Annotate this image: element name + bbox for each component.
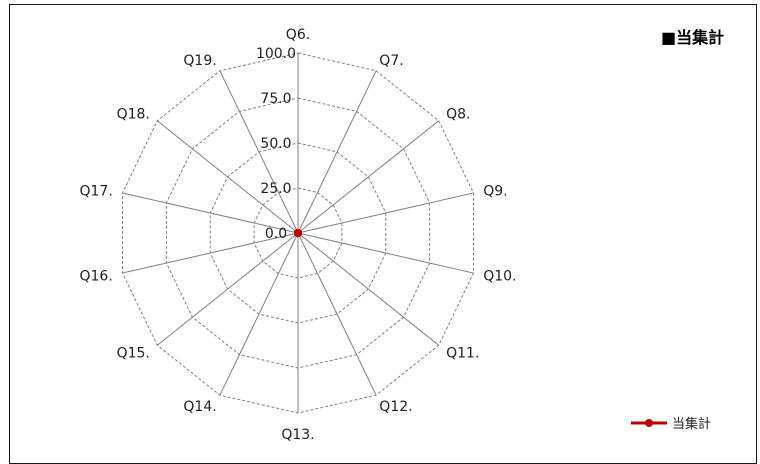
category-label: Q14. [183, 399, 216, 415]
category-label: Q12. [379, 399, 412, 415]
tick-label: 50.0 [260, 136, 291, 152]
axis-spoke [156, 120, 299, 234]
category-label: Q17. [80, 183, 113, 199]
series-layer [294, 229, 302, 237]
axis-spoke [156, 232, 299, 346]
tick-labels: 0.0 25.0 50.0 75.0 100.0 [256, 46, 296, 242]
category-label: Q18. [117, 106, 150, 122]
section-title: ■当集計 [661, 28, 725, 47]
axis-spoke [219, 70, 299, 234]
radar-chart: 0.0 25.0 50.0 75.0 100.0 Q6. Q7. Q8. Q9. Q10. Q11… [80, 27, 712, 443]
category-label: Q9. [483, 183, 507, 199]
axis-spoke [122, 232, 299, 274]
category-label: Q10. [483, 269, 516, 285]
tick-label: 75.0 [260, 91, 291, 107]
axis-spoke [297, 232, 377, 396]
category-label: Q7. [379, 53, 403, 69]
tick-label: 100.0 [256, 46, 296, 62]
series-point [294, 229, 302, 237]
category-label: Q19. [183, 53, 216, 69]
category-label: Q13. [281, 427, 314, 443]
category-label: Q16. [80, 269, 113, 285]
category-label: Q8. [446, 106, 470, 122]
chart-frame [9, 4, 757, 464]
axis-spoke [122, 192, 299, 234]
tick-label: 25.0 [260, 181, 291, 197]
category-label: Q15. [117, 346, 150, 362]
tick-label: 0.0 [265, 226, 287, 242]
category-label: Q11. [446, 346, 479, 362]
legend-dot-marker [645, 419, 653, 427]
axis-spoke [297, 70, 377, 234]
category-label: Q6. [286, 27, 310, 43]
axis-spoke [297, 192, 474, 234]
axis-spoke [297, 232, 440, 346]
axis-spoke [297, 120, 440, 234]
category-labels: Q6. Q7. Q8. Q9. Q10. Q11. Q12. Q13. Q14. Q15. Q16.… [80, 27, 517, 443]
legend-entry: 当集計 [672, 416, 711, 432]
axis-spokes [122, 53, 474, 413]
legend: 当集計 [631, 416, 711, 432]
axis-spoke [219, 232, 299, 396]
axis-spoke [297, 232, 474, 274]
